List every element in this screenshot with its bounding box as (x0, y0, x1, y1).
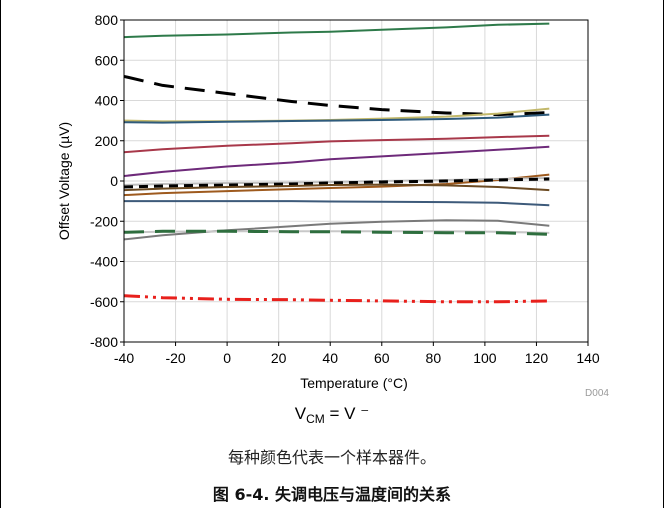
y-axis-label: Offset Voltage (µV) (56, 122, 72, 240)
x-tick-label: 120 (525, 350, 549, 366)
x-tick-label: -20 (165, 350, 185, 366)
x-tick-label: 140 (576, 350, 600, 366)
y-tick-label: 0 (110, 173, 118, 189)
x-tick-label: 20 (271, 350, 287, 366)
figure-title: 图 6-4. 失调电压与温度间的关系 (0, 481, 664, 505)
vcm-value: = V ⁻ (325, 404, 369, 423)
vcm-condition: VCM = V ⁻ (0, 404, 664, 426)
x-tick-label: 40 (322, 350, 338, 366)
y-tick-label: 800 (95, 12, 119, 28)
x-tick-label: 80 (426, 350, 442, 366)
y-tick-label: -600 (90, 294, 118, 310)
figure-id-watermark: D004 (585, 388, 609, 399)
y-tick-label: -400 (90, 254, 118, 270)
vcm-symbol: V (295, 404, 306, 423)
x-axis-label: Temperature (°C) (300, 375, 408, 391)
y-tick-label: -800 (90, 334, 118, 350)
x-tick-label: 0 (223, 350, 231, 366)
y-tick-label: 600 (95, 52, 119, 68)
y-tick-label: 200 (95, 133, 119, 149)
sample-note: 每种颜色代表一个样本器件。 (0, 444, 664, 468)
y-tick-label: 400 (95, 93, 119, 109)
x-tick-label: -40 (114, 350, 134, 366)
x-tick-label: 60 (374, 350, 390, 366)
offset-voltage-chart: -40 -20 0 20 40 60 80 100 120 1408006004002000-20… (0, 0, 664, 400)
x-tick-label: 100 (473, 350, 497, 366)
y-tick-label: -200 (90, 213, 118, 229)
vcm-subscript: CM (306, 412, 325, 426)
